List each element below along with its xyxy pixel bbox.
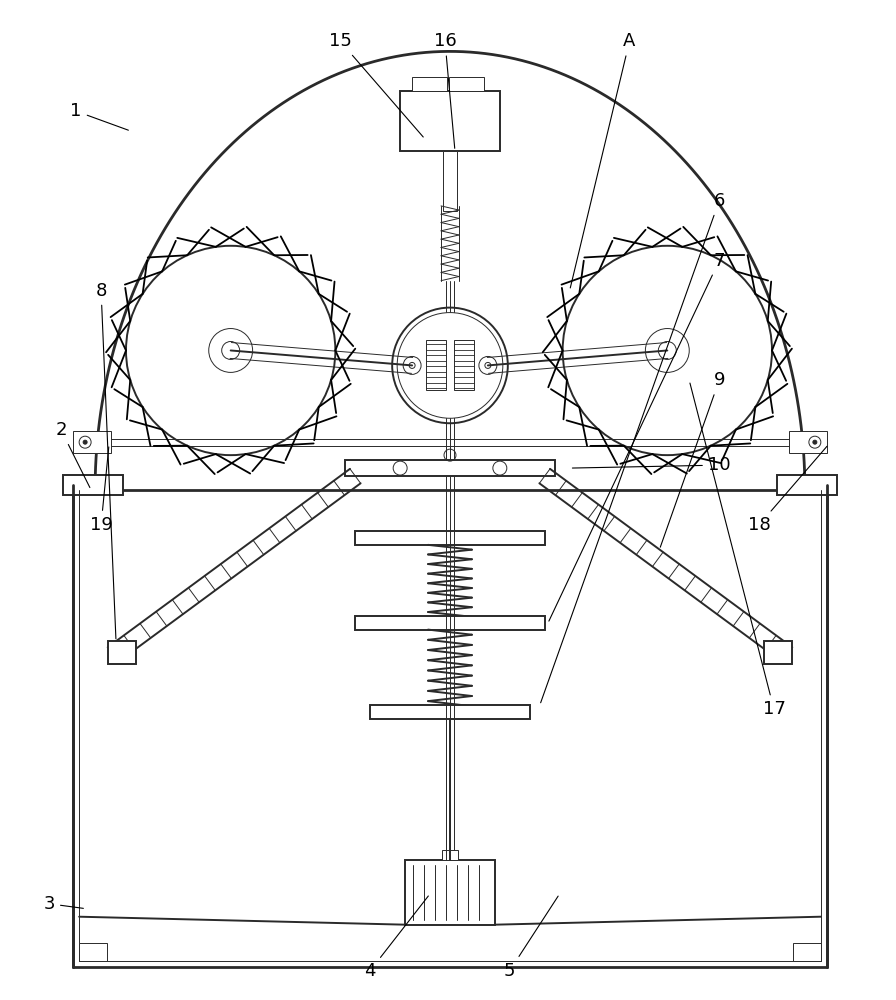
Circle shape bbox=[485, 362, 491, 368]
Circle shape bbox=[397, 313, 503, 418]
Text: 17: 17 bbox=[690, 383, 786, 718]
Bar bbox=[64, 475, 123, 495]
Bar bbox=[405, 860, 495, 925]
Text: 4: 4 bbox=[365, 896, 428, 980]
Bar bbox=[442, 850, 458, 860]
Bar bbox=[370, 705, 530, 719]
Circle shape bbox=[813, 440, 817, 444]
Circle shape bbox=[659, 341, 676, 359]
Bar bbox=[108, 641, 136, 664]
Bar bbox=[401, 91, 500, 151]
Circle shape bbox=[83, 440, 87, 444]
Text: 18: 18 bbox=[747, 446, 827, 534]
Bar bbox=[764, 641, 792, 664]
Bar bbox=[412, 77, 447, 91]
Text: 1: 1 bbox=[71, 102, 128, 130]
Bar bbox=[345, 460, 555, 476]
Bar bbox=[356, 616, 545, 630]
Text: 8: 8 bbox=[95, 282, 116, 639]
Text: 19: 19 bbox=[90, 447, 113, 534]
Bar bbox=[73, 431, 111, 453]
Text: 3: 3 bbox=[44, 895, 83, 913]
Circle shape bbox=[221, 341, 239, 359]
Text: A: A bbox=[570, 32, 635, 288]
Text: 2: 2 bbox=[56, 421, 90, 488]
Bar bbox=[356, 531, 545, 545]
Bar bbox=[449, 77, 484, 91]
Text: 7: 7 bbox=[549, 252, 725, 621]
Bar bbox=[454, 340, 474, 390]
Text: 10: 10 bbox=[573, 456, 730, 474]
Text: 5: 5 bbox=[504, 896, 558, 980]
Text: 6: 6 bbox=[540, 192, 725, 703]
Bar bbox=[789, 431, 827, 453]
Text: 16: 16 bbox=[434, 32, 456, 148]
Bar bbox=[793, 943, 821, 961]
Circle shape bbox=[409, 362, 415, 368]
Text: 15: 15 bbox=[329, 32, 423, 137]
Bar bbox=[443, 151, 457, 211]
Bar bbox=[777, 475, 837, 495]
Bar bbox=[426, 340, 446, 390]
Bar bbox=[79, 943, 107, 961]
Text: 9: 9 bbox=[660, 371, 725, 547]
